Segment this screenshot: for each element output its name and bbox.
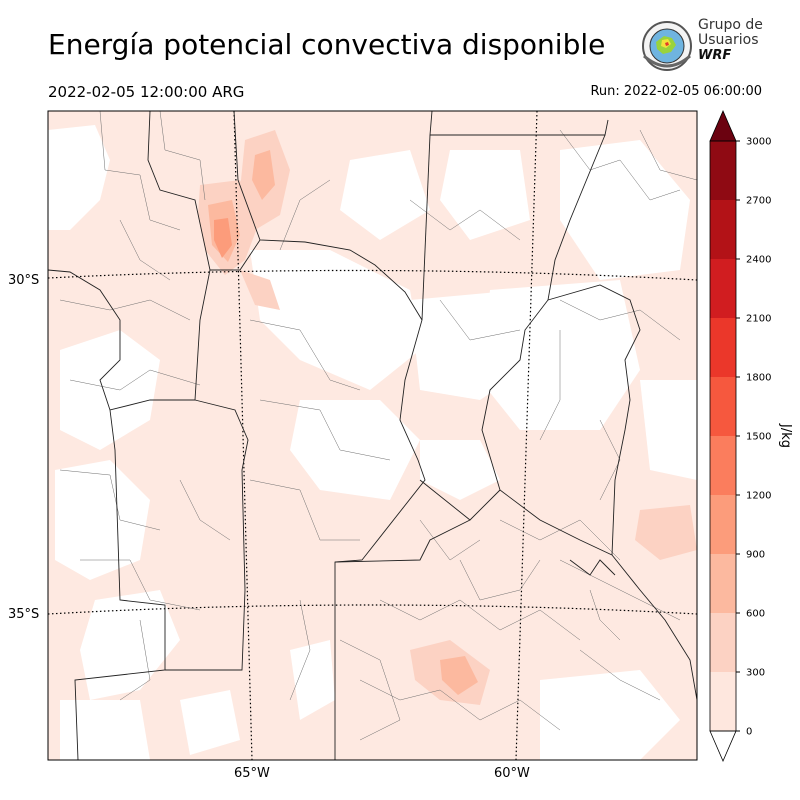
colorbar-tick-label: 2100 [746, 314, 771, 325]
valid-time-label: 2022-02-05 12:00:00 ARG [48, 83, 245, 101]
globe-seal-icon [642, 21, 692, 71]
province-borders [48, 111, 697, 760]
colorbar-band [710, 436, 736, 495]
colorbar-band [710, 377, 736, 436]
colorbar-tick-label: 2400 [746, 255, 771, 266]
colorbar-unit-label: J/kg [778, 423, 793, 448]
colorbar-tick-label: 900 [746, 550, 765, 561]
colorbar-tick-label: 0 [746, 727, 752, 738]
colorbar-band [710, 141, 736, 200]
colorbar-tick-label: 3000 [746, 137, 771, 148]
lon-label-65w: 65°W [234, 766, 270, 781]
logo-text-line2: Usuarios [698, 32, 759, 48]
colorbar-band [710, 200, 736, 259]
cape-blobs [198, 130, 697, 705]
graticule [48, 111, 697, 760]
colorbar: 0 300 600 900 1200 1500 1800 2100 2400 2700 3000 [709, 109, 771, 763]
map-frame [47, 110, 698, 761]
map-area [48, 111, 697, 760]
logo-text-wrf: WRF [698, 48, 732, 63]
colorbar-tick-label: 600 [746, 609, 765, 620]
colorbar-band [710, 259, 736, 318]
colorbar-band [710, 672, 736, 731]
run-time-label: Run: 2022-02-05 06:00:00 [590, 84, 762, 99]
wrf-users-logo: Grupo de Usuarios WRF [638, 18, 768, 74]
colorbar-extend-min [709, 730, 737, 763]
lat-label-30s: 30°S [8, 273, 39, 288]
colorbar-tick-label: 2700 [746, 196, 771, 207]
lon-label-60w: 60°W [494, 766, 530, 781]
colorbar-tick-label: 300 [746, 668, 765, 679]
colorbar-band [710, 554, 736, 613]
colorbar-band [710, 318, 736, 377]
colorbar-band [710, 495, 736, 554]
colorbar-tick-label: 1500 [746, 432, 771, 443]
colorbar-extend-max [709, 109, 737, 142]
colorbar-tick-label: 1200 [746, 491, 771, 502]
colorbar-tick-label: 1800 [746, 373, 771, 384]
logo-text-line1: Grupo de [698, 17, 763, 33]
lat-label-35s: 35°S [8, 607, 39, 622]
colorbar-band [710, 613, 736, 672]
zero-cape-regions [48, 125, 697, 760]
map-title: Energía potencial convectiva disponible [48, 28, 606, 61]
department-borders [59, 111, 697, 741]
